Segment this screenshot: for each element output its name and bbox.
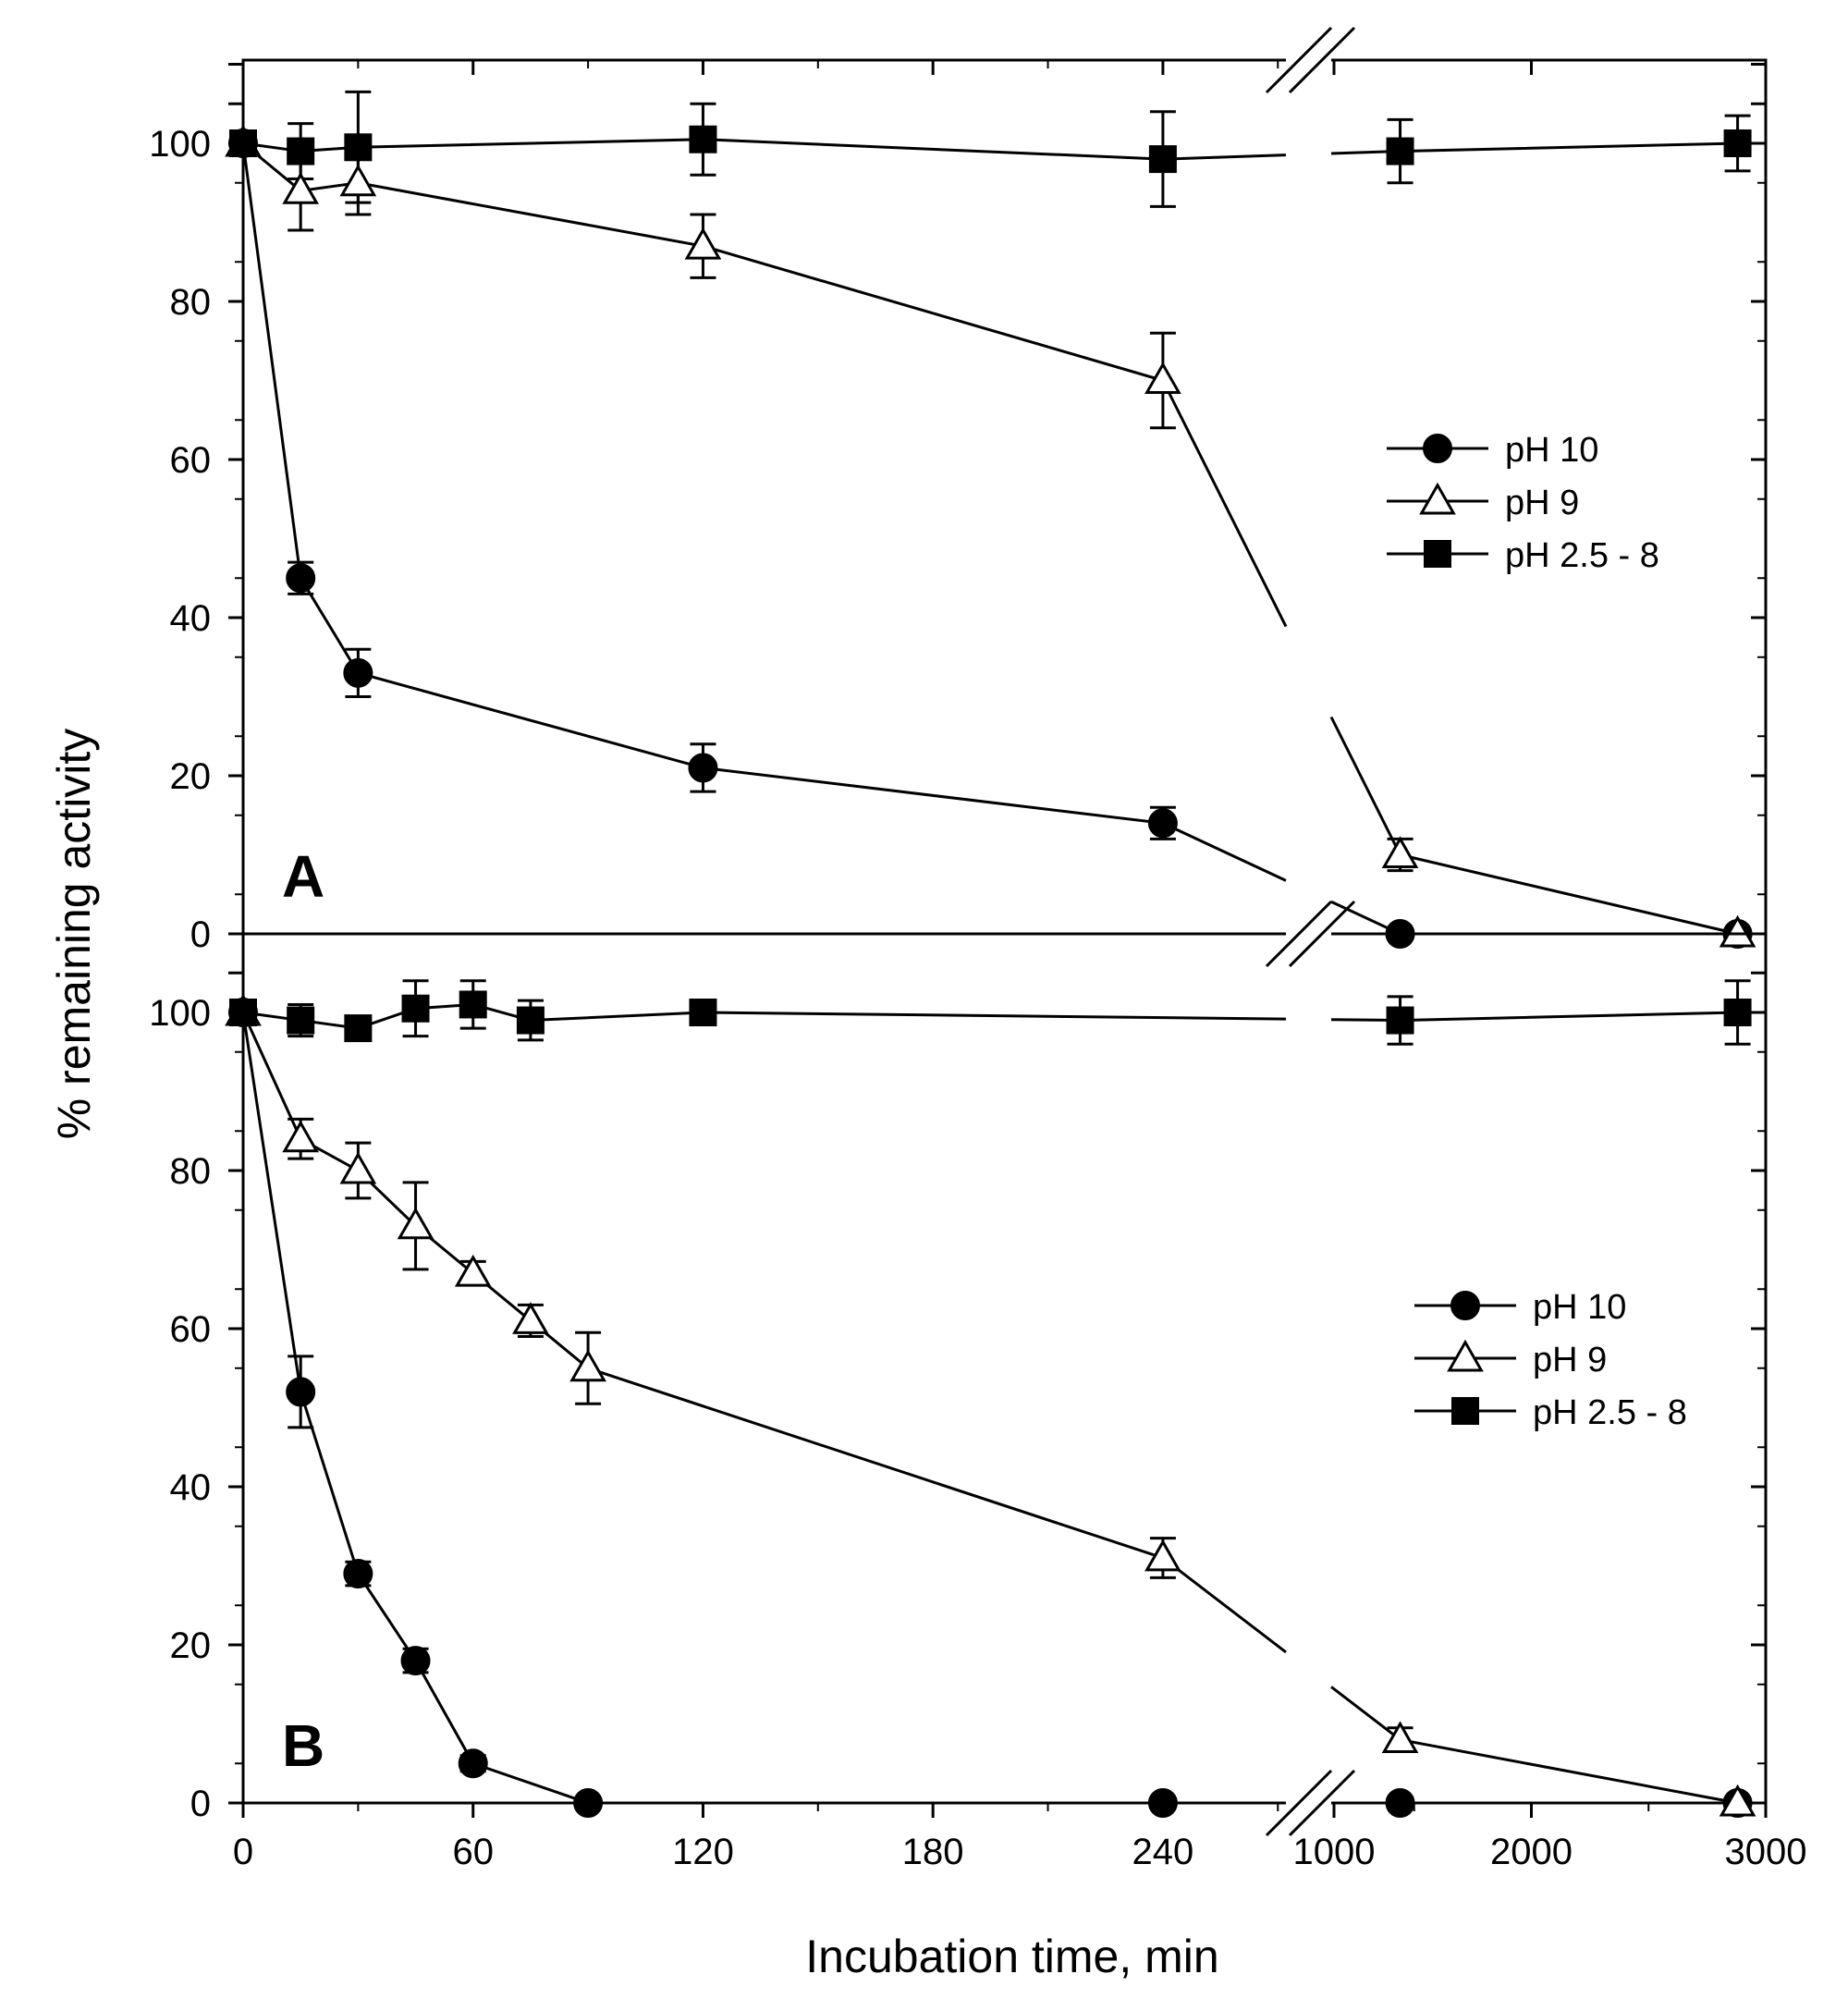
- data-point: [689, 125, 717, 153]
- axis-break-gap: [1286, 931, 1331, 937]
- y-tick-label: 80: [170, 282, 212, 323]
- panel-a: 0 20 40 60 80 100 pH 10 pH 9 pH 2.5 - 8 A: [149, 58, 1768, 955]
- legend-label: pH 9: [1533, 1341, 1607, 1379]
- y-tick-label: 60: [170, 1309, 212, 1350]
- axis-break-gap: [1286, 57, 1331, 63]
- data-point: [339, 1151, 377, 1184]
- data-point: [1719, 1784, 1756, 1817]
- data-point: [1148, 145, 1177, 174]
- data-point: [1723, 999, 1752, 1026]
- y-tick-label: 0: [190, 914, 211, 955]
- data-point: [689, 999, 717, 1026]
- panel-b-label: B: [282, 1712, 324, 1779]
- legend-marker: [1451, 1397, 1479, 1425]
- y-tick-label: 20: [170, 756, 212, 797]
- x-axis-title: Incubation time, min: [805, 1931, 1218, 1982]
- series-line-1: [242, 141, 1288, 628]
- data-point: [286, 563, 316, 594]
- x-tick-label: 240: [1132, 1832, 1194, 1872]
- data-point: [459, 990, 487, 1019]
- x-tick-label: 1000: [1293, 1832, 1376, 1872]
- data-point: [287, 137, 315, 166]
- axis-break-slash: [1265, 900, 1333, 968]
- data-point: [1719, 914, 1756, 948]
- legend-label: pH 2.5 - 8: [1533, 1393, 1687, 1432]
- data-point: [343, 1559, 373, 1589]
- axis-break-slash: [1265, 26, 1333, 94]
- axis-break-slash: [1265, 1769, 1333, 1837]
- data-point: [458, 1748, 488, 1779]
- axis-break-slash: [1288, 1769, 1356, 1837]
- data-point: [229, 999, 257, 1026]
- x-tick-label: 60: [452, 1832, 494, 1872]
- panel-a-label: A: [282, 843, 324, 910]
- legend-marker: [1447, 1339, 1484, 1372]
- y-tick-label: 100: [149, 124, 211, 165]
- y-tick-label: 60: [170, 440, 212, 481]
- data-point: [1381, 1721, 1419, 1754]
- data-point: [282, 1120, 320, 1153]
- legend-label: pH 10: [1505, 431, 1598, 470]
- y-tick-label: 80: [170, 1151, 212, 1192]
- data-point: [397, 1207, 434, 1240]
- data-point: [344, 1014, 373, 1043]
- data-point: [344, 133, 373, 162]
- y-tick-label: 40: [170, 1467, 212, 1508]
- x-tick-label: 120: [672, 1832, 734, 1872]
- legend-marker: [1419, 482, 1456, 515]
- data-point: [229, 129, 257, 157]
- legend-marker: [1450, 1291, 1480, 1320]
- data-point: [1385, 1788, 1415, 1818]
- data-point: [400, 1646, 431, 1676]
- legend-label: pH 2.5 - 8: [1505, 536, 1659, 575]
- series-line-0: [241, 142, 1287, 882]
- data-point: [1381, 836, 1419, 868]
- legend-marker: [1424, 540, 1451, 568]
- data-point: [1386, 137, 1414, 166]
- axis-break-gap: [1286, 1800, 1331, 1806]
- x-tick-label: 0: [233, 1832, 253, 1872]
- legend-label: pH 9: [1505, 484, 1579, 522]
- data-point: [512, 1302, 549, 1334]
- data-point: [282, 172, 320, 204]
- data-point: [339, 164, 377, 197]
- legend-label: pH 10: [1533, 1288, 1626, 1327]
- x-tick-label: 3000: [1725, 1832, 1807, 1872]
- axis-break-slash: [1288, 900, 1356, 968]
- y-tick-label: 100: [149, 993, 211, 1034]
- data-point: [286, 1377, 316, 1407]
- data-point: [684, 227, 722, 260]
- panel-b-markers: [225, 990, 1756, 1818]
- data-point: [1723, 129, 1752, 157]
- panel-b: 0 20 40 60 80 100 pH 10 pH 9 pH 2.5 - 8 B: [149, 932, 1768, 1824]
- data-point: [569, 1349, 606, 1382]
- data-point: [343, 657, 373, 688]
- axis-break-marks: [1265, 26, 1356, 1837]
- y-tick-label: 40: [170, 598, 212, 639]
- x-tick-label: 180: [902, 1832, 964, 1872]
- y-tick-label: 20: [170, 1625, 212, 1666]
- data-point: [287, 1006, 315, 1035]
- data-point: [1147, 808, 1178, 839]
- axis-break-slash: [1288, 26, 1356, 94]
- x-axis: 0 60 120 180 240 1000 2000 3000: [233, 60, 1807, 1872]
- data-point: [401, 994, 430, 1023]
- data-point: [1144, 1539, 1181, 1572]
- data-point: [454, 1254, 492, 1287]
- panel-b-legend: pH 10 pH 9 pH 2.5 - 8: [1414, 1288, 1687, 1432]
- panel-b-axes: 0 20 40 60 80 100: [149, 932, 1768, 1824]
- x-tick-label: 2000: [1490, 1832, 1573, 1872]
- data-point: [688, 753, 718, 783]
- legend-marker: [1423, 434, 1452, 463]
- data-point: [516, 1006, 545, 1035]
- series-line-0: [241, 1012, 1286, 1805]
- data-point: [1144, 362, 1181, 394]
- y-tick-label: 0: [190, 1784, 211, 1824]
- y-axis-title: % remaining activity: [48, 729, 100, 1140]
- panel-a-markers: [225, 124, 1756, 949]
- panel-a-legend: pH 10 pH 9 pH 2.5 - 8: [1387, 431, 1659, 575]
- data-point: [1386, 1006, 1414, 1035]
